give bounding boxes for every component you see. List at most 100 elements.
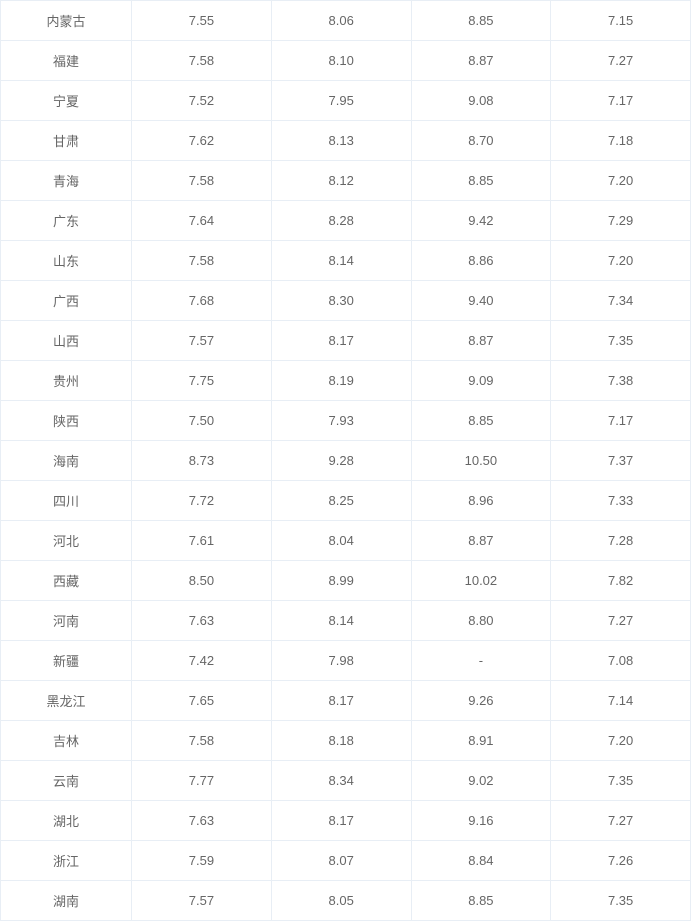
- table-row: 山东7.588.148.867.20: [1, 241, 691, 281]
- value-cell: 8.34: [271, 761, 411, 801]
- table-row: 河南7.638.148.807.27: [1, 601, 691, 641]
- table-row: 贵州7.758.199.097.38: [1, 361, 691, 401]
- value-cell: 7.75: [132, 361, 272, 401]
- value-cell: 7.50: [132, 401, 272, 441]
- value-cell: 7.38: [551, 361, 691, 401]
- value-cell: 7.57: [132, 321, 272, 361]
- value-cell: 7.27: [551, 41, 691, 81]
- value-cell: 8.06: [271, 1, 411, 41]
- value-cell: 8.30: [271, 281, 411, 321]
- table-body: 内蒙古7.558.068.857.15福建7.588.108.877.27宁夏7…: [1, 1, 691, 921]
- table-row: 黑龙江7.658.179.267.14: [1, 681, 691, 721]
- province-cell: 甘肃: [1, 121, 132, 161]
- province-cell: 四川: [1, 481, 132, 521]
- province-cell: 山西: [1, 321, 132, 361]
- value-cell: 8.14: [271, 601, 411, 641]
- table-row: 福建7.588.108.877.27: [1, 41, 691, 81]
- value-cell: 8.87: [411, 41, 551, 81]
- value-cell: 7.58: [132, 721, 272, 761]
- value-cell: 7.93: [271, 401, 411, 441]
- value-cell: 7.68: [132, 281, 272, 321]
- value-cell: 8.17: [271, 681, 411, 721]
- value-cell: 7.82: [551, 561, 691, 601]
- value-cell: 8.91: [411, 721, 551, 761]
- value-cell: 7.62: [132, 121, 272, 161]
- table-row: 广西7.688.309.407.34: [1, 281, 691, 321]
- value-cell: 8.12: [271, 161, 411, 201]
- table-row: 吉林7.588.188.917.20: [1, 721, 691, 761]
- value-cell: 8.18: [271, 721, 411, 761]
- value-cell: 8.14: [271, 241, 411, 281]
- value-cell: 7.63: [132, 801, 272, 841]
- table-row: 湖北7.638.179.167.27: [1, 801, 691, 841]
- province-cell: 西藏: [1, 561, 132, 601]
- value-cell: 9.28: [271, 441, 411, 481]
- province-cell: 湖北: [1, 801, 132, 841]
- value-cell: 7.98: [271, 641, 411, 681]
- value-cell: 7.27: [551, 601, 691, 641]
- value-cell: 8.96: [411, 481, 551, 521]
- value-cell: 9.42: [411, 201, 551, 241]
- value-cell: 7.58: [132, 241, 272, 281]
- value-cell: 8.80: [411, 601, 551, 641]
- value-cell: 7.35: [551, 321, 691, 361]
- value-cell: 7.59: [132, 841, 272, 881]
- value-cell: 7.64: [132, 201, 272, 241]
- province-cell: 新疆: [1, 641, 132, 681]
- value-cell: 7.61: [132, 521, 272, 561]
- province-cell: 浙江: [1, 841, 132, 881]
- value-cell: 7.27: [551, 801, 691, 841]
- value-cell: 7.58: [132, 41, 272, 81]
- value-cell: 9.26: [411, 681, 551, 721]
- value-cell: 7.63: [132, 601, 272, 641]
- province-cell: 陕西: [1, 401, 132, 441]
- value-cell: 7.95: [271, 81, 411, 121]
- value-cell: 8.99: [271, 561, 411, 601]
- value-cell: 7.18: [551, 121, 691, 161]
- table-row: 浙江7.598.078.847.26: [1, 841, 691, 881]
- province-cell: 广西: [1, 281, 132, 321]
- value-cell: 9.40: [411, 281, 551, 321]
- value-cell: 7.15: [551, 1, 691, 41]
- table-row: 河北7.618.048.877.28: [1, 521, 691, 561]
- table-row: 山西7.578.178.877.35: [1, 321, 691, 361]
- value-cell: 8.84: [411, 841, 551, 881]
- table-row: 陕西7.507.938.857.17: [1, 401, 691, 441]
- value-cell: 8.85: [411, 1, 551, 41]
- province-cell: 河北: [1, 521, 132, 561]
- value-cell: 9.09: [411, 361, 551, 401]
- value-cell: 7.77: [132, 761, 272, 801]
- value-cell: 8.50: [132, 561, 272, 601]
- value-cell: 7.17: [551, 401, 691, 441]
- price-data-table: 内蒙古7.558.068.857.15福建7.588.108.877.27宁夏7…: [0, 0, 691, 921]
- value-cell: 8.10: [271, 41, 411, 81]
- province-cell: 河南: [1, 601, 132, 641]
- value-cell: 8.73: [132, 441, 272, 481]
- value-cell: 7.20: [551, 241, 691, 281]
- province-cell: 黑龙江: [1, 681, 132, 721]
- value-cell: 7.08: [551, 641, 691, 681]
- table-row: 四川7.728.258.967.33: [1, 481, 691, 521]
- value-cell: 7.17: [551, 81, 691, 121]
- province-cell: 青海: [1, 161, 132, 201]
- value-cell: 7.33: [551, 481, 691, 521]
- table-row: 广东7.648.289.427.29: [1, 201, 691, 241]
- value-cell: 8.87: [411, 521, 551, 561]
- value-cell: 8.25: [271, 481, 411, 521]
- value-cell: 8.85: [411, 161, 551, 201]
- value-cell: 7.37: [551, 441, 691, 481]
- value-cell: 8.17: [271, 321, 411, 361]
- table-row: 海南8.739.2810.507.37: [1, 441, 691, 481]
- value-cell: 8.85: [411, 401, 551, 441]
- province-cell: 宁夏: [1, 81, 132, 121]
- value-cell: 9.08: [411, 81, 551, 121]
- value-cell: 9.02: [411, 761, 551, 801]
- value-cell: 7.29: [551, 201, 691, 241]
- value-cell: 7.34: [551, 281, 691, 321]
- table-row: 云南7.778.349.027.35: [1, 761, 691, 801]
- value-cell: 7.52: [132, 81, 272, 121]
- value-cell: 8.19: [271, 361, 411, 401]
- table-row: 宁夏7.527.959.087.17: [1, 81, 691, 121]
- value-cell: 8.13: [271, 121, 411, 161]
- province-cell: 云南: [1, 761, 132, 801]
